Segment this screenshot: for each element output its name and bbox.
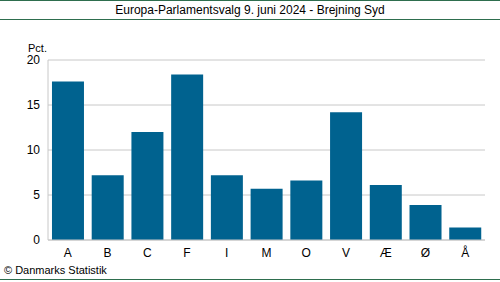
- svg-text:Ø: Ø: [421, 246, 430, 260]
- svg-text:B: B: [104, 246, 112, 260]
- svg-text:C: C: [143, 246, 152, 260]
- svg-text:Å: Å: [461, 245, 469, 260]
- svg-text:I: I: [225, 246, 228, 260]
- svg-text:O: O: [302, 246, 311, 260]
- svg-text:15: 15: [27, 98, 41, 112]
- svg-text:M: M: [262, 246, 272, 260]
- svg-text:0: 0: [33, 233, 40, 247]
- svg-text:10: 10: [27, 143, 41, 157]
- svg-text:V: V: [342, 246, 350, 260]
- svg-text:Æ: Æ: [380, 246, 392, 260]
- svg-text:F: F: [183, 246, 190, 260]
- svg-text:5: 5: [33, 188, 40, 202]
- html-text:© Danmarks Statistik: © Danmarks Statistik: [4, 264, 107, 276]
- html-text:Europa-Parlamentsvalg 9. juni: Europa-Parlamentsvalg 9. juni 2024 - Bre…: [115, 3, 385, 17]
- svg-text:A: A: [64, 246, 72, 260]
- svg-text:20: 20: [27, 53, 41, 67]
- html-text:Pct.: Pct.: [28, 42, 47, 54]
